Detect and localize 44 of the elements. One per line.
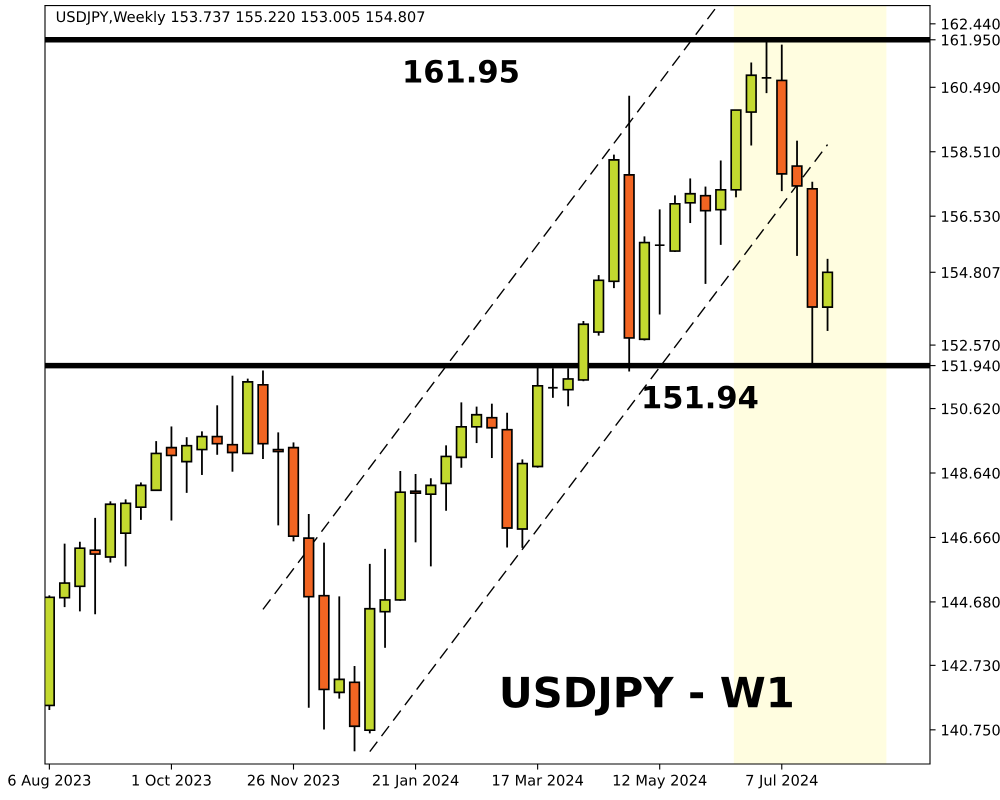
x-tick-label: 17 Mar 2024: [493, 774, 584, 786]
candlestick: [410, 473, 422, 544]
candlestick: [135, 482, 147, 521]
y-tick-label: 161.950: [942, 34, 1000, 46]
candlestick: [181, 436, 192, 494]
candlestick: [90, 517, 101, 616]
candlestick: [470, 406, 482, 444]
y-tick-label: 154.807: [942, 266, 1000, 278]
candlestick: [212, 404, 223, 456]
y-tick-label: 144.680: [942, 596, 1000, 608]
candlestick: [486, 402, 498, 459]
y-tick-label: 162.440: [942, 18, 1000, 30]
candlestick: [654, 208, 666, 316]
x-tick-label: 21 Jan 2024: [372, 774, 458, 788]
y-tick-label: 152.570: [942, 340, 1000, 351]
candlestick: [226, 374, 238, 473]
candlestick: [700, 186, 712, 285]
candlestick: [684, 178, 696, 224]
candlestick: [425, 477, 436, 568]
x-tick-label: 12 May 2024: [614, 774, 706, 789]
annotation: USDJPY - W1: [502, 676, 792, 716]
candlestick: [58, 542, 70, 608]
x-tick-label: 1 Oct 2023: [132, 774, 211, 786]
x-tick-label: 6 Aug 2023: [8, 774, 90, 789]
ref-line-label: 151.94: [644, 386, 758, 409]
candlestick: [196, 430, 208, 476]
x-tick-label: 7 Jul 2024: [746, 774, 818, 788]
candlestick: [379, 548, 391, 649]
candlestick: [334, 595, 345, 700]
y-tick-label: 151.940: [942, 360, 1000, 372]
y-tick-label: 160.490: [942, 82, 1000, 94]
y-tick-label: 158.510: [942, 146, 1000, 158]
candlestick: [166, 426, 178, 522]
candlestick: [715, 160, 726, 246]
candlestick: [272, 431, 284, 526]
chart-title: USDJPY,Weekly 153.737 155.220 153.005 154.807: [56, 10, 424, 26]
y-tick-label: 150.620: [942, 403, 1000, 414]
y-tick-label: 142.730: [942, 660, 1000, 672]
y-tick-label: 148.640: [942, 468, 1000, 479]
y-tick-label: 140.750: [942, 724, 1000, 736]
x-tick-label: 26 Nov 2023: [248, 774, 340, 786]
y-tick-label: 146.660: [942, 532, 1000, 544]
y-tick-label: 156.530: [942, 210, 1000, 222]
ref-line-label: 161.95: [405, 60, 518, 83]
